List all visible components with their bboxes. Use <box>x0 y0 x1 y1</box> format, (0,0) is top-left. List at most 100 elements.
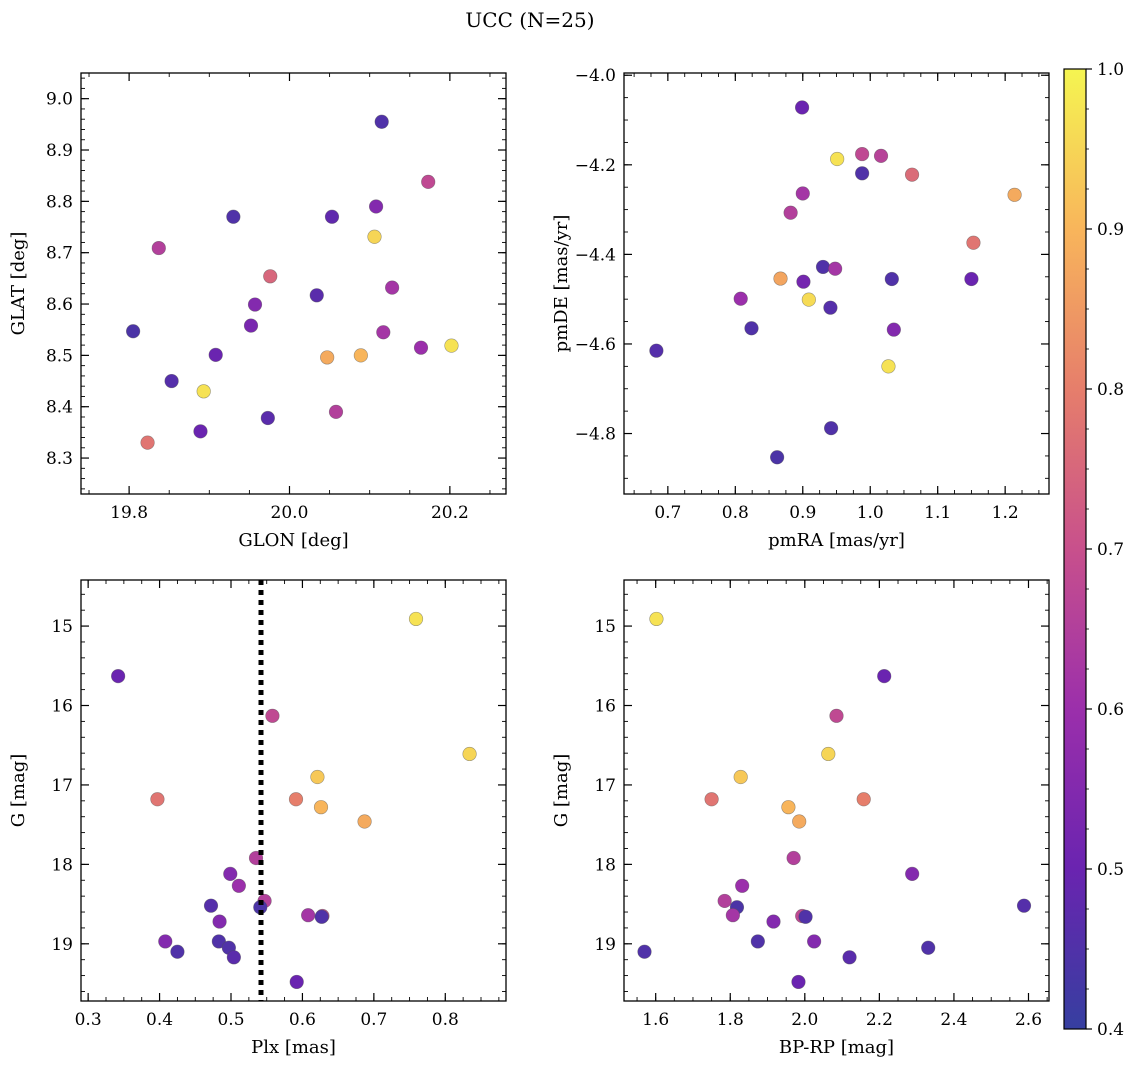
scatter-point <box>328 404 344 419</box>
scatter-point <box>324 209 340 224</box>
scatter-point <box>413 340 429 355</box>
scatter-point <box>783 205 798 220</box>
scatter-point <box>855 146 870 162</box>
y-axis-label: G [mag] <box>551 754 572 827</box>
scatter-point <box>196 384 211 399</box>
colorbar-tick-label: 0.8 <box>1097 380 1124 400</box>
x-tick-label: 2.6 <box>1015 1010 1042 1030</box>
colorbar-tick-label: 0.5 <box>1097 860 1124 880</box>
colorbar-tick-label: 0.9 <box>1097 220 1124 240</box>
scatter-point <box>842 950 857 965</box>
y-tick-label: 8.6 <box>46 295 73 315</box>
x-tick-label: 0.5 <box>217 1010 244 1030</box>
axes-frame <box>623 579 1050 1002</box>
y-tick-label: 8.8 <box>46 192 73 212</box>
y-tick-label: 15 <box>594 617 616 637</box>
scatter-point <box>193 424 208 439</box>
y-tick-label: 16 <box>51 697 73 717</box>
scatter-point <box>231 878 246 893</box>
colorbar-tick-label: 1.0 <box>1097 60 1124 80</box>
scatter-point <box>829 708 844 723</box>
panel-4: 1.6 1.8 2.0 2.2 2.4 2.6 15 16 17 18 19 BP-RP [mag] G… <box>551 579 1050 1058</box>
colorbar-tick-label: 0.4 <box>1097 1020 1124 1040</box>
panel-2: 0.7 0.8 0.9 1.0 1.1 1.2 −4.8 −4.6 −4.4 −4.2 −4.0 pm… <box>551 66 1050 551</box>
scatter-point <box>203 898 219 913</box>
scatter-point <box>211 934 226 949</box>
scatter-point <box>884 271 899 287</box>
scatter-point <box>815 259 831 275</box>
scatter-point <box>367 229 382 244</box>
scatter-point <box>314 909 329 924</box>
panel-1: 19.8 20.0 20.2 8.3 8.4 8.5 8.6 8.7 8.8 8.9 9.0 GLON… <box>8 72 507 551</box>
y-tick-label: 8.5 <box>46 346 73 366</box>
panel-3: 0.3 0.4 0.5 0.6 0.7 0.8 15 16 17 18 19 Plx [mas] G [… <box>8 579 507 1058</box>
scatter-point <box>385 280 400 295</box>
scatter-point <box>263 269 278 284</box>
scatter-point <box>905 866 920 882</box>
x-tick-label: 1.1 <box>924 503 951 523</box>
scatter-point <box>770 450 785 465</box>
y-tick-label: −4.6 <box>575 335 616 355</box>
scatter-point <box>247 297 263 312</box>
y-axis-label: GLAT [deg] <box>8 232 29 336</box>
scatter-point <box>786 850 801 866</box>
scatter-point <box>226 209 241 224</box>
scatter-point <box>773 271 788 286</box>
scatter-point <box>823 300 838 315</box>
y-tick-label: 8.4 <box>46 398 73 418</box>
scatter-point <box>904 167 920 182</box>
scatter-point <box>744 321 759 336</box>
scatter-point <box>781 800 796 815</box>
y-tick-label: 8.9 <box>46 141 73 161</box>
scatter-point <box>637 944 652 959</box>
x-axis-label: BP-RP [mag] <box>779 1037 894 1058</box>
figure-title: UCC (N=25) <box>465 8 594 32</box>
scatter-point <box>794 100 810 115</box>
x-tick-label: 0.7 <box>654 503 681 523</box>
scatter-point <box>964 271 979 287</box>
scatter-point <box>368 199 384 214</box>
scatter-point <box>704 792 719 807</box>
x-tick-label: 2.2 <box>866 1010 893 1030</box>
scatter-point <box>856 792 871 807</box>
scatter-point <box>792 814 807 829</box>
scatter-point <box>140 435 155 450</box>
y-tick-label: 17 <box>51 776 73 796</box>
y-tick-label: −4.4 <box>575 245 616 265</box>
scatter-point <box>223 866 238 882</box>
colorbar-gradient <box>1063 68 1087 1030</box>
x-tick-label: 0.7 <box>360 1010 387 1030</box>
scatter-point <box>243 318 259 333</box>
x-tick-label: 1.6 <box>642 1010 669 1030</box>
scatter-point <box>212 914 227 929</box>
colorbar-tick-label: 0.7 <box>1097 540 1124 560</box>
axes-frame <box>80 579 507 1002</box>
scatter-point <box>1016 898 1032 913</box>
x-tick-label: 20.2 <box>431 503 469 523</box>
scatter-point <box>111 669 126 684</box>
x-tick-label: 0.8 <box>722 503 749 523</box>
scatter-point <box>226 950 241 965</box>
y-tick-label: 19 <box>51 935 73 955</box>
scatter-point <box>357 814 372 829</box>
colorbar: 0.4 0.5 0.6 0.7 0.8 0.9 1.0 <box>1063 60 1124 1040</box>
scatter-point <box>801 292 816 307</box>
y-axis-label: pmDE [mas/yr] <box>551 215 572 353</box>
scatter-point <box>725 908 740 923</box>
scatter-point <box>444 338 459 353</box>
x-tick-label: 0.6 <box>289 1010 316 1030</box>
x-tick-label: 0.8 <box>432 1010 459 1030</box>
y-tick-label: 15 <box>51 617 73 637</box>
scatter-point <box>151 240 166 256</box>
scatter-point <box>313 800 329 815</box>
scatter-point <box>807 934 822 949</box>
scatter-point <box>824 421 839 436</box>
scatter-point <box>873 148 889 163</box>
scatter-point <box>164 373 179 389</box>
y-tick-label: 8.7 <box>46 244 73 264</box>
y-tick-label: 8.3 <box>46 449 73 469</box>
scatter-point <box>309 288 324 303</box>
scatter-point <box>150 792 165 807</box>
scatter-point <box>353 348 368 363</box>
